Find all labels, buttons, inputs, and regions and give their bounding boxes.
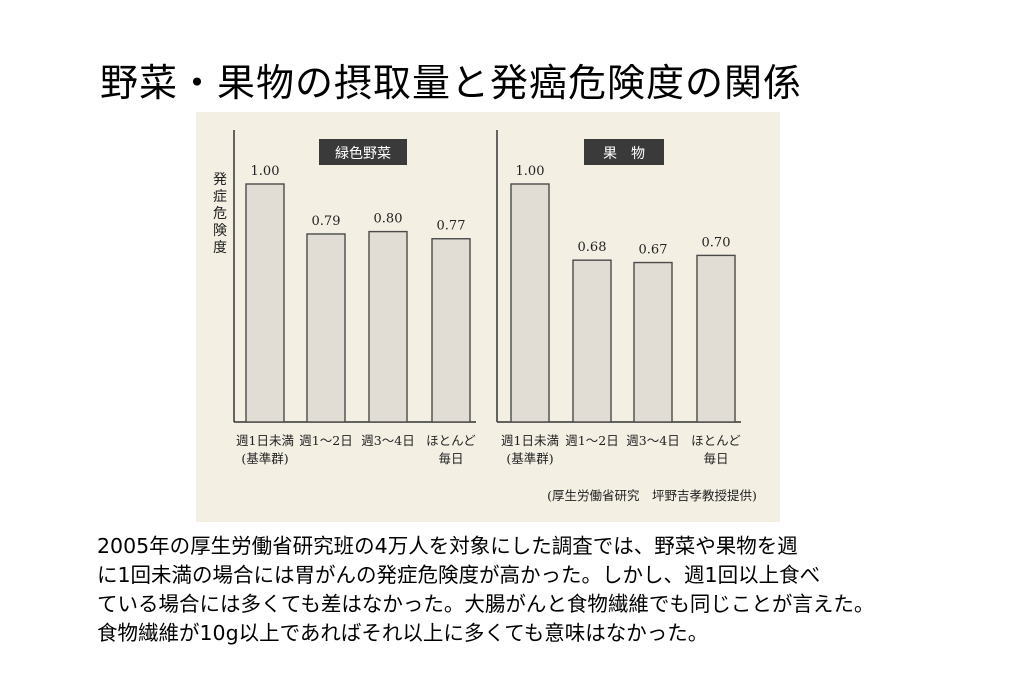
x-tick-label: ほとんど [691, 433, 741, 448]
description: 2005年の厚生労働省研究班の4万人を対象にした調査では、野菜や果物を週 に1回… [97, 532, 977, 648]
y-axis-label-char: 症 [213, 189, 227, 205]
x-tick-label: (基準群) [241, 451, 288, 466]
x-tick-label: 毎日 [438, 451, 463, 466]
panel-title: 緑色野菜 [335, 145, 391, 162]
description-line: 2005年の厚生労働省研究班の4万人を対象にした調査では、野菜や果物を週 [97, 534, 798, 558]
y-axis-label-char: 危 [213, 206, 227, 222]
bar [431, 238, 471, 423]
x-tick-label: 週1日未満 [501, 433, 559, 448]
bar-value-label: 0.79 [312, 214, 341, 229]
bar-value-label: 0.67 [639, 243, 668, 258]
bar [633, 261, 673, 423]
bar-value-label: 0.77 [437, 219, 466, 234]
bar [510, 183, 550, 423]
x-tick-label: (基準群) [506, 451, 553, 466]
bar [306, 233, 346, 423]
panel-title-box [319, 139, 407, 165]
x-tick-label: 週1日未満 [236, 433, 294, 448]
bar [572, 259, 612, 423]
description-line: 食物繊維が10g以上であればそれ以上に多くても意味はなかった。 [97, 621, 709, 645]
description-line: ている場合には多くても差はなかった。大腸がんと食物繊維でも同じことが言えた。 [97, 592, 875, 616]
x-tick-label: 週1〜2日 [565, 433, 618, 448]
panel-title: 果 物 [603, 146, 645, 162]
bar [696, 254, 736, 423]
bar-value-label: 0.80 [374, 212, 403, 227]
y-axis-label-char: 発 [213, 172, 227, 188]
x-tick-label: 週3〜4日 [361, 433, 414, 448]
bar-value-label: 0.68 [578, 240, 607, 255]
bar-value-label: 1.00 [251, 164, 280, 179]
bar-value-label: 0.70 [702, 235, 731, 250]
x-tick-label: 週1〜2日 [299, 433, 352, 448]
description-line: に1回未満の場合には胃がんの発症危険度が高かった。しかし、週1回以上食べ [97, 563, 821, 587]
panel-title-box [584, 139, 664, 165]
x-tick-label: 毎日 [703, 451, 728, 466]
bar [368, 230, 408, 423]
x-tick-label: ほとんど [426, 433, 476, 448]
page-title: 野菜・果物の摂取量と発癌危険度の関係 [100, 61, 803, 105]
x-tick-label: 週3〜4日 [626, 433, 679, 448]
chart-image: 緑色野菜発症危険度 1.00 週1日未満 (基準群) 0.79 週1〜2日 0.80 週3〜4… [196, 112, 780, 522]
bar-value-label: 1.00 [516, 164, 545, 179]
bar [245, 183, 285, 423]
y-axis-label-char: 険 [213, 223, 227, 239]
source-note: (厚生労働省研究 坪野吉孝教授提供) [547, 488, 757, 503]
y-axis-label-char: 度 [213, 240, 227, 256]
